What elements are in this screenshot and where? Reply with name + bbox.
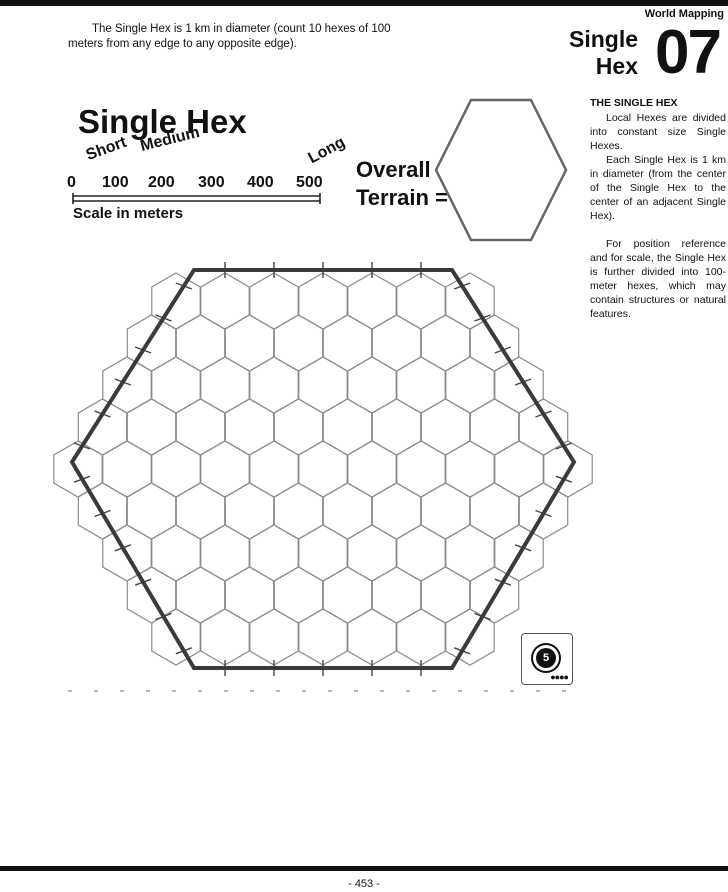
grid-hex[interactable]	[175, 482, 226, 540]
grid-hex[interactable]	[322, 398, 373, 456]
grid-hex[interactable]	[200, 608, 250, 666]
grid-hex[interactable]	[126, 398, 177, 456]
grid-hex[interactable]	[445, 524, 495, 582]
grid-hex[interactable]	[322, 314, 373, 372]
grid-hex[interactable]	[445, 440, 495, 498]
scale-label: Scale in meters	[73, 205, 184, 222]
chapter-title-line2: Hex	[595, 53, 638, 79]
scale-tick-label: 300	[198, 174, 225, 191]
grid-hex[interactable]	[396, 272, 446, 330]
grid-hex[interactable]	[200, 272, 250, 330]
grid-hex[interactable]	[347, 524, 397, 582]
bottom-rule	[0, 866, 728, 871]
grid-hex[interactable]	[445, 356, 495, 414]
grid-hex[interactable]	[126, 482, 177, 540]
grid-hex[interactable]	[224, 482, 275, 540]
chapter-number: 07	[655, 18, 722, 87]
grid-hex[interactable]	[200, 524, 250, 582]
grid-hex[interactable]	[273, 482, 324, 540]
intro-paragraph: The Single Hex is 1 km in diameter (coun…	[68, 23, 391, 50]
terrain-line: Terrain =	[356, 185, 448, 210]
grid-hex[interactable]	[396, 524, 446, 582]
grid-hex[interactable]	[396, 440, 446, 498]
grid-hex[interactable]	[298, 608, 348, 666]
hex-grid[interactable]	[53, 272, 593, 666]
grid-hex[interactable]	[273, 314, 324, 372]
grid-hex[interactable]	[347, 608, 397, 666]
grid-hex[interactable]	[396, 608, 446, 666]
scale-tick-label: 0	[67, 174, 76, 191]
rating-stamp: 5 ●●●●	[521, 633, 573, 685]
grid-hex[interactable]	[396, 356, 446, 414]
scale-bar	[72, 193, 321, 204]
grid-hex[interactable]	[151, 356, 201, 414]
chapter-title-line1: Single	[568, 26, 638, 52]
grid-hex[interactable]	[469, 482, 520, 540]
scale-tick-label: 100	[102, 174, 129, 191]
sidebar: THE SINGLE HEX Local Hexes are divided i…	[590, 96, 726, 321]
grid-hex[interactable]	[224, 398, 275, 456]
single-hex-outline	[69, 268, 577, 670]
grid-hex[interactable]	[445, 608, 495, 666]
grid-hex[interactable]	[249, 524, 299, 582]
grid-hex[interactable]	[322, 482, 373, 540]
grid-hex[interactable]	[175, 314, 226, 372]
dots-indicator: ●●●●	[550, 672, 569, 682]
grid-hex[interactable]	[200, 356, 250, 414]
map-title: Single Hex	[78, 103, 247, 140]
grid-hex[interactable]	[298, 356, 348, 414]
grid-hex[interactable]	[298, 272, 348, 330]
sidebar-paragraph: Each Single Hex is 1 km in diameter (fro…	[590, 154, 726, 222]
overall-terrain-hex[interactable]	[434, 98, 568, 242]
grid-hex[interactable]	[371, 482, 422, 540]
grid-hex[interactable]	[420, 566, 471, 624]
grid-hex[interactable]	[322, 566, 373, 624]
grid-hex[interactable]	[249, 272, 299, 330]
scale-tick-label: 500	[296, 174, 323, 191]
grid-hex[interactable]	[298, 440, 348, 498]
grid-hex[interactable]	[249, 356, 299, 414]
grid-hex[interactable]	[298, 524, 348, 582]
edge-ticks	[73, 262, 573, 676]
grid-hex[interactable]	[371, 398, 422, 456]
grid-hex[interactable]	[249, 608, 299, 666]
grid-hex[interactable]	[347, 440, 397, 498]
grid-hex[interactable]	[469, 398, 520, 456]
section-label: World Mapping	[644, 8, 724, 20]
sun-icon: 5	[536, 648, 556, 668]
grid-hex[interactable]	[151, 524, 201, 582]
sidebar-heading: THE SINGLE HEX	[590, 97, 678, 109]
grid-hex[interactable]	[420, 482, 471, 540]
grid-hex[interactable]	[347, 272, 397, 330]
grid-hex[interactable]	[420, 314, 471, 372]
chapter-title: Single Hex	[548, 26, 638, 80]
scale-tick-label: 200	[148, 174, 175, 191]
grid-hex[interactable]	[371, 314, 422, 372]
scale-tick-label: 400	[247, 174, 274, 191]
grid-hex[interactable]	[347, 356, 397, 414]
grid-hex[interactable]	[273, 398, 324, 456]
grid-hex[interactable]	[249, 440, 299, 498]
grid-hex[interactable]	[371, 566, 422, 624]
grid-hex[interactable]	[224, 566, 275, 624]
overall-terrain-label: Overall Terrain =	[356, 156, 448, 212]
sidebar-paragraph: Local Hexes are divided into constant si…	[590, 112, 726, 152]
grid-hex[interactable]	[273, 566, 324, 624]
grid-hex[interactable]	[175, 566, 226, 624]
top-rule	[0, 0, 728, 6]
sidebar-paragraph: For position reference and for scale, th…	[590, 238, 726, 320]
grid-hex[interactable]	[200, 440, 250, 498]
grid-hex[interactable]	[175, 398, 226, 456]
grid-hex[interactable]	[420, 398, 471, 456]
overall-line: Overall	[356, 157, 431, 182]
grid-hex[interactable]	[102, 440, 152, 498]
grid-hex[interactable]	[224, 314, 275, 372]
grid-hex[interactable]	[494, 440, 544, 498]
grid-hex[interactable]	[151, 440, 201, 498]
page-number: - 453 -	[348, 878, 380, 890]
